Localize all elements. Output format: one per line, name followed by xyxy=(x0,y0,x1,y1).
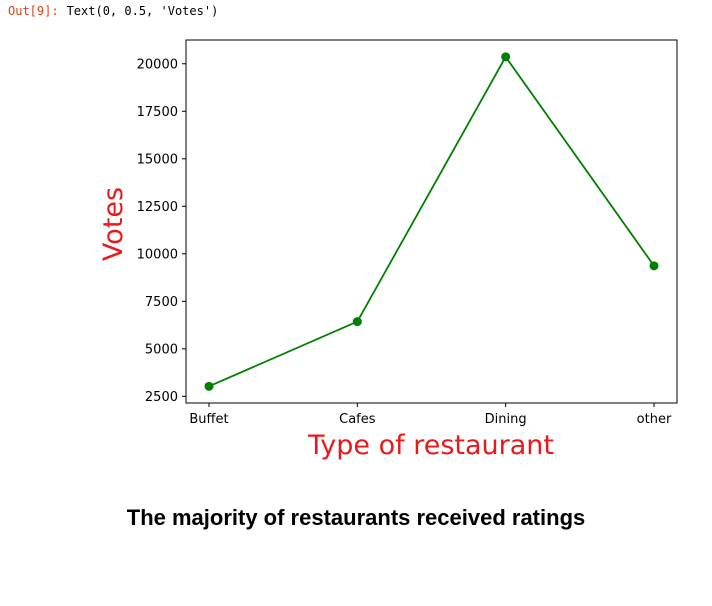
y-tick-label: 17500 xyxy=(137,105,178,120)
x-tick-label: Buffet xyxy=(189,412,228,427)
x-tick-label: Dining xyxy=(485,412,527,427)
data-point xyxy=(501,52,511,62)
y-tick-label: 10000 xyxy=(137,247,178,262)
y-tick-label: 20000 xyxy=(137,57,178,72)
y-tick-label: 7500 xyxy=(145,295,178,310)
series-line xyxy=(208,55,655,388)
data-point xyxy=(352,317,362,327)
x-axis-label: Type of restaurant xyxy=(307,430,554,461)
plot-area: 2500 5000 7500 10000 12500 15000 17500 20000 Buf… xyxy=(137,39,678,427)
x-tick-label: Cafes xyxy=(339,412,376,427)
plot-frame xyxy=(185,39,678,404)
y-axis-label: Votes xyxy=(98,187,129,261)
data-point xyxy=(204,381,214,391)
y-tick-label: 2500 xyxy=(145,390,178,405)
votes-line-chart: 2500 5000 7500 10000 12500 15000 17500 20000 Buf… xyxy=(98,39,678,461)
output-line: Out[9]: Text(0, 0.5, 'Votes') xyxy=(8,2,218,20)
figure-caption: The majority of restaurants received rat… xyxy=(126,505,586,530)
output-text: Text(0, 0.5, 'Votes') xyxy=(66,4,219,18)
y-tick-label: 5000 xyxy=(145,342,178,357)
output-prompt: Out[9]: xyxy=(8,4,59,18)
y-tick-label: 12500 xyxy=(137,200,178,215)
y-tick-label: 15000 xyxy=(137,152,178,167)
data-point xyxy=(649,261,659,271)
x-tick-label: other xyxy=(637,412,672,427)
